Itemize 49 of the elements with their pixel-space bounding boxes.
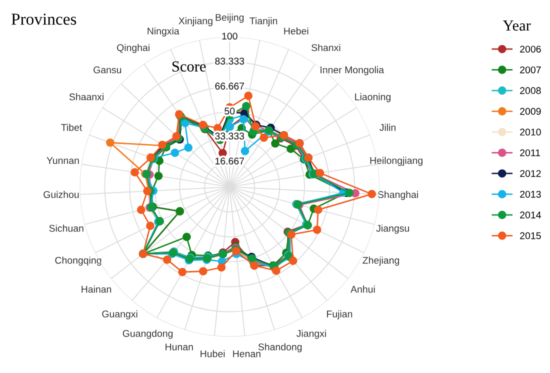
- spoke-label: Tianjin: [250, 17, 278, 26]
- spoke-label: Inner Mongolia: [320, 66, 384, 76]
- legend-label: 2007: [520, 66, 541, 74]
- legend-label: 2012: [520, 170, 541, 177]
- spoke-label: Heilongjiang: [370, 156, 422, 166]
- spoke-label: Shaanxi: [69, 93, 104, 100]
- spoke-label: Xinjiang: [178, 17, 212, 26]
- y-tick-label: 16.667: [216, 158, 244, 165]
- spoke-label: Hainan: [82, 286, 112, 293]
- legend-label: 2014: [520, 212, 541, 218]
- spoke-label: Ningxia: [148, 27, 180, 36]
- chart-title: Provinces: [11, 14, 76, 25]
- spoke-label: Guizhou: [44, 190, 79, 198]
- spoke-label: Qinghai: [117, 44, 150, 54]
- spoke-label: Hubei: [200, 350, 225, 358]
- spoke-label: Jiangsu: [376, 224, 409, 234]
- legend-label: 2013: [520, 190, 541, 198]
- legend-label: 2010: [520, 128, 541, 136]
- legend-label: 2015: [520, 232, 541, 240]
- spoke-label: Beijing: [216, 14, 244, 23]
- spoke-label: Henan: [233, 350, 260, 358]
- y-tick-label: 66.667: [215, 82, 244, 90]
- spoke-label: Zhejiang: [362, 256, 400, 266]
- spoke-label: Guangxi: [102, 310, 138, 320]
- spoke-label: Fujian: [327, 310, 352, 320]
- spoke-label: Liaoning: [355, 93, 390, 102]
- y-tick-label: 83.333: [215, 58, 244, 65]
- spoke-label: Sichuan: [49, 224, 84, 232]
- legend-label: 2011: [520, 149, 540, 156]
- y-tick-label: 100: [222, 32, 238, 40]
- spoke-label: Jiangxi: [296, 330, 326, 339]
- spoke-label: Yunnan: [46, 157, 79, 164]
- legend-title: Year: [502, 20, 531, 31]
- legend-label: 2006: [520, 46, 541, 53]
- spoke-label: Tibet: [61, 124, 82, 131]
- y-tick-label: 50: [224, 108, 235, 115]
- spoke-label: Shanxi: [312, 44, 340, 52]
- spoke-label: Chongqing: [55, 256, 102, 266]
- spoke-label: Hebei: [284, 27, 308, 35]
- text: Score: [172, 61, 206, 72]
- spoke-label: Guangdong: [122, 330, 173, 339]
- spoke-label: Gansu: [94, 66, 122, 74]
- spoke-label: Shandong: [258, 343, 302, 352]
- spoke-label: Shanghai: [378, 190, 418, 200]
- spoke-label: Hunan: [166, 344, 193, 350]
- legend-label: 2009: [520, 108, 541, 115]
- spoke-label: Jilin: [380, 124, 396, 131]
- spoke-label: Anhui: [350, 286, 375, 293]
- legend-label: 2008: [520, 87, 541, 94]
